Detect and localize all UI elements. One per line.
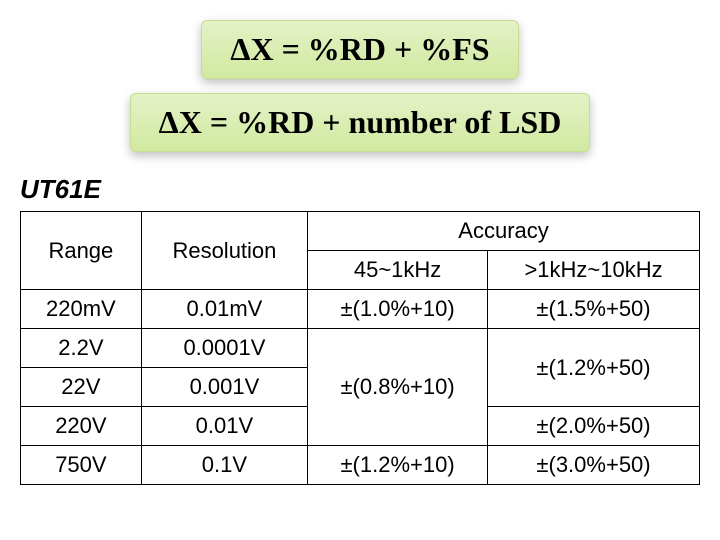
cell-acc-high: ±(1.5%+50) — [488, 290, 700, 329]
cell-range: 750V — [21, 446, 142, 485]
cell-acc-low: ±(1.0%+10) — [308, 290, 488, 329]
cell-resolution: 0.01mV — [141, 290, 307, 329]
table-header-row-1: Range Resolution Accuracy — [21, 212, 700, 251]
cell-resolution: 0.001V — [141, 368, 307, 407]
spec-table: Range Resolution Accuracy 45~1kHz >1kHz~… — [20, 211, 700, 485]
formula-box-2: ΔX = %RD + number of LSD — [130, 93, 591, 152]
formula-section: ΔX = %RD + %FS ΔX = %RD + number of LSD — [20, 20, 700, 152]
cell-range: 22V — [21, 368, 142, 407]
cell-acc-low: ±(1.2%+10) — [308, 446, 488, 485]
formula-text-1: ΔX = %RD + %FS — [230, 31, 489, 67]
col-accuracy-high-header: >1kHz~10kHz — [488, 251, 700, 290]
cell-resolution: 0.01V — [141, 407, 307, 446]
cell-resolution: 0.1V — [141, 446, 307, 485]
col-accuracy-low-header: 45~1kHz — [308, 251, 488, 290]
cell-acc-high: ±(2.0%+50) — [488, 407, 700, 446]
formula-text-2: ΔX = %RD + number of LSD — [159, 104, 562, 140]
cell-acc-high: ±(3.0%+50) — [488, 446, 700, 485]
cell-resolution: 0.0001V — [141, 329, 307, 368]
cell-range: 2.2V — [21, 329, 142, 368]
cell-acc-high: ±(1.2%+50) — [488, 329, 700, 407]
table-row: 220mV 0.01mV ±(1.0%+10) ±(1.5%+50) — [21, 290, 700, 329]
cell-range: 220V — [21, 407, 142, 446]
col-resolution-header: Resolution — [141, 212, 307, 290]
cell-acc-low: ±(0.8%+10) — [308, 329, 488, 446]
col-accuracy-header: Accuracy — [308, 212, 700, 251]
table-row: 750V 0.1V ±(1.2%+10) ±(3.0%+50) — [21, 446, 700, 485]
table-row: 2.2V 0.0001V ±(0.8%+10) ±(1.2%+50) — [21, 329, 700, 368]
col-range-header: Range — [21, 212, 142, 290]
model-label: UT61E — [20, 174, 700, 205]
cell-range: 220mV — [21, 290, 142, 329]
formula-box-1: ΔX = %RD + %FS — [201, 20, 518, 79]
